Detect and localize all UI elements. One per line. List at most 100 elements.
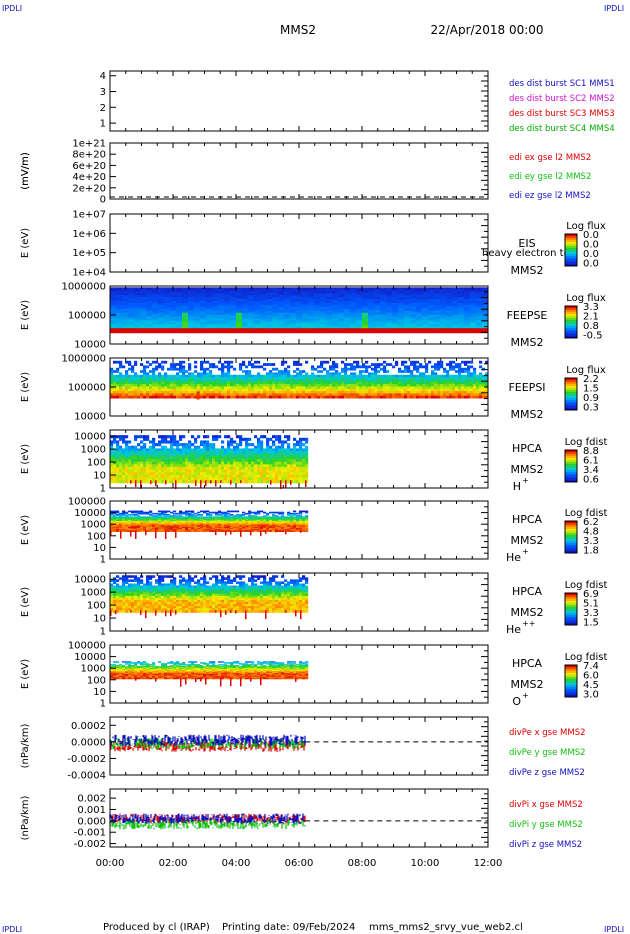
spectrogram-cell bbox=[185, 510, 189, 513]
spectrogram-cell bbox=[344, 322, 351, 325]
spectrogram-cell bbox=[428, 318, 435, 321]
spectrogram-cell bbox=[290, 391, 294, 394]
spectrogram-cell bbox=[206, 299, 213, 302]
spectrogram-cell bbox=[434, 372, 438, 376]
spectrogram-cell bbox=[266, 386, 270, 390]
spectrogram-cell bbox=[113, 360, 117, 364]
spectrogram-cell bbox=[452, 379, 456, 383]
spectrogram-cell bbox=[257, 510, 261, 513]
spectrogram-cell bbox=[164, 466, 168, 471]
spectrogram-cell bbox=[290, 320, 297, 323]
spectrogram-cell bbox=[164, 393, 168, 397]
spectrogram-cell bbox=[224, 289, 231, 292]
spectrogram-cell bbox=[152, 318, 159, 321]
spectrogram-cell bbox=[434, 318, 441, 321]
spectrogram-cell bbox=[212, 326, 219, 329]
spectrogram-cell bbox=[119, 451, 123, 455]
spectrogram-cell bbox=[269, 372, 273, 376]
spectrogram-cell bbox=[272, 515, 276, 517]
spectrogram-cell bbox=[122, 324, 129, 327]
spectrogram-cell bbox=[236, 391, 240, 394]
spectrogram-cell bbox=[131, 381, 135, 385]
spectrogram-cell bbox=[200, 448, 204, 452]
spectrogram-cell bbox=[209, 466, 213, 471]
spectrogram-cell bbox=[140, 464, 144, 468]
spectrogram-cell bbox=[287, 517, 291, 520]
spectrogram-cell bbox=[455, 370, 459, 373]
spectrogram-cell bbox=[269, 459, 273, 463]
spectrogram-cell bbox=[164, 312, 171, 316]
colorbar-tick-label: 8.8 bbox=[583, 446, 599, 457]
spectrogram-cell bbox=[194, 308, 201, 312]
spectrogram-cell bbox=[134, 381, 138, 385]
spectrogram-cell bbox=[182, 326, 189, 329]
spectrogram-cell bbox=[266, 395, 270, 399]
spectrogram-cell bbox=[209, 453, 213, 457]
spectrogram-cell bbox=[398, 367, 402, 371]
spectrogram-cell bbox=[122, 300, 129, 304]
spectrogram-cell bbox=[134, 308, 141, 312]
spectrogram-cell bbox=[434, 300, 441, 304]
spectrogram-cell bbox=[236, 316, 243, 319]
spectrogram-cell bbox=[290, 453, 294, 457]
spectrogram-cell bbox=[212, 459, 216, 463]
spectrogram-cell bbox=[428, 306, 435, 310]
spectrogram-cell bbox=[224, 461, 228, 465]
spectrogram-cell bbox=[131, 377, 135, 380]
spectrogram-cell bbox=[206, 469, 210, 473]
spectrogram-cell bbox=[254, 393, 258, 397]
spectrogram-cell bbox=[266, 517, 270, 520]
spectrogram-cell bbox=[173, 374, 177, 378]
spectrogram-cell bbox=[212, 516, 216, 519]
spectrogram-cell bbox=[326, 300, 333, 304]
spectrogram-cell bbox=[476, 377, 480, 380]
spectrogram-cell bbox=[251, 466, 255, 471]
spectrogram-cell bbox=[260, 388, 264, 392]
spectrogram-cell bbox=[146, 299, 153, 302]
spectrogram-cell bbox=[275, 511, 279, 514]
colorbar-tick-label: 0.9 bbox=[583, 393, 599, 404]
spectrogram-cell bbox=[386, 318, 393, 321]
spectrogram-cell bbox=[236, 306, 243, 310]
spectrogram-cell bbox=[170, 386, 174, 390]
spectrogram-cell bbox=[200, 360, 204, 364]
spectrogram-cell bbox=[179, 456, 183, 460]
spectrogram-cell bbox=[356, 306, 363, 310]
spectrogram-cell bbox=[176, 318, 183, 321]
spectrogram-cell bbox=[329, 367, 333, 371]
spectrogram-cell bbox=[332, 318, 339, 321]
spectrogram-cell bbox=[146, 295, 153, 298]
spectrogram-cell bbox=[125, 372, 129, 376]
spectrogram-cell bbox=[257, 374, 261, 378]
spectrogram-cell bbox=[284, 451, 288, 455]
spectrogram-cell bbox=[110, 326, 117, 329]
spectrogram-cell bbox=[440, 365, 444, 369]
spectrogram-cell bbox=[431, 384, 435, 387]
spectrogram-cell bbox=[254, 324, 261, 327]
spectrogram-cell bbox=[272, 308, 279, 312]
spectrogram-cell bbox=[467, 391, 471, 394]
spectrogram-cell bbox=[239, 386, 243, 390]
panel-frame bbox=[109, 142, 489, 200]
spectrogram-cell bbox=[293, 370, 297, 373]
spectrogram-cell bbox=[287, 395, 291, 399]
spectrogram-cell bbox=[236, 318, 243, 321]
spectrogram-cell bbox=[176, 518, 180, 521]
spectrogram-cell bbox=[269, 472, 273, 476]
spectrogram-cell bbox=[164, 314, 171, 318]
spectrogram-cell bbox=[416, 302, 423, 306]
spectrogram-cell bbox=[182, 293, 189, 296]
spectrogram-cell bbox=[392, 291, 399, 294]
spectrogram-cell bbox=[146, 314, 153, 318]
spectrogram-cell bbox=[272, 384, 276, 387]
spectrogram-cell bbox=[284, 289, 291, 292]
spectrogram-cell bbox=[215, 393, 219, 397]
spectrogram-cell bbox=[236, 381, 240, 385]
spectrogram-cell bbox=[152, 322, 159, 325]
spectrogram-cell bbox=[485, 372, 489, 376]
spectrogram-cell bbox=[152, 445, 156, 449]
spectrogram-cell bbox=[176, 316, 183, 319]
spectrogram-cell bbox=[278, 440, 282, 444]
footer-printing-date: Printing date: 09/Feb/2024 bbox=[222, 922, 355, 933]
